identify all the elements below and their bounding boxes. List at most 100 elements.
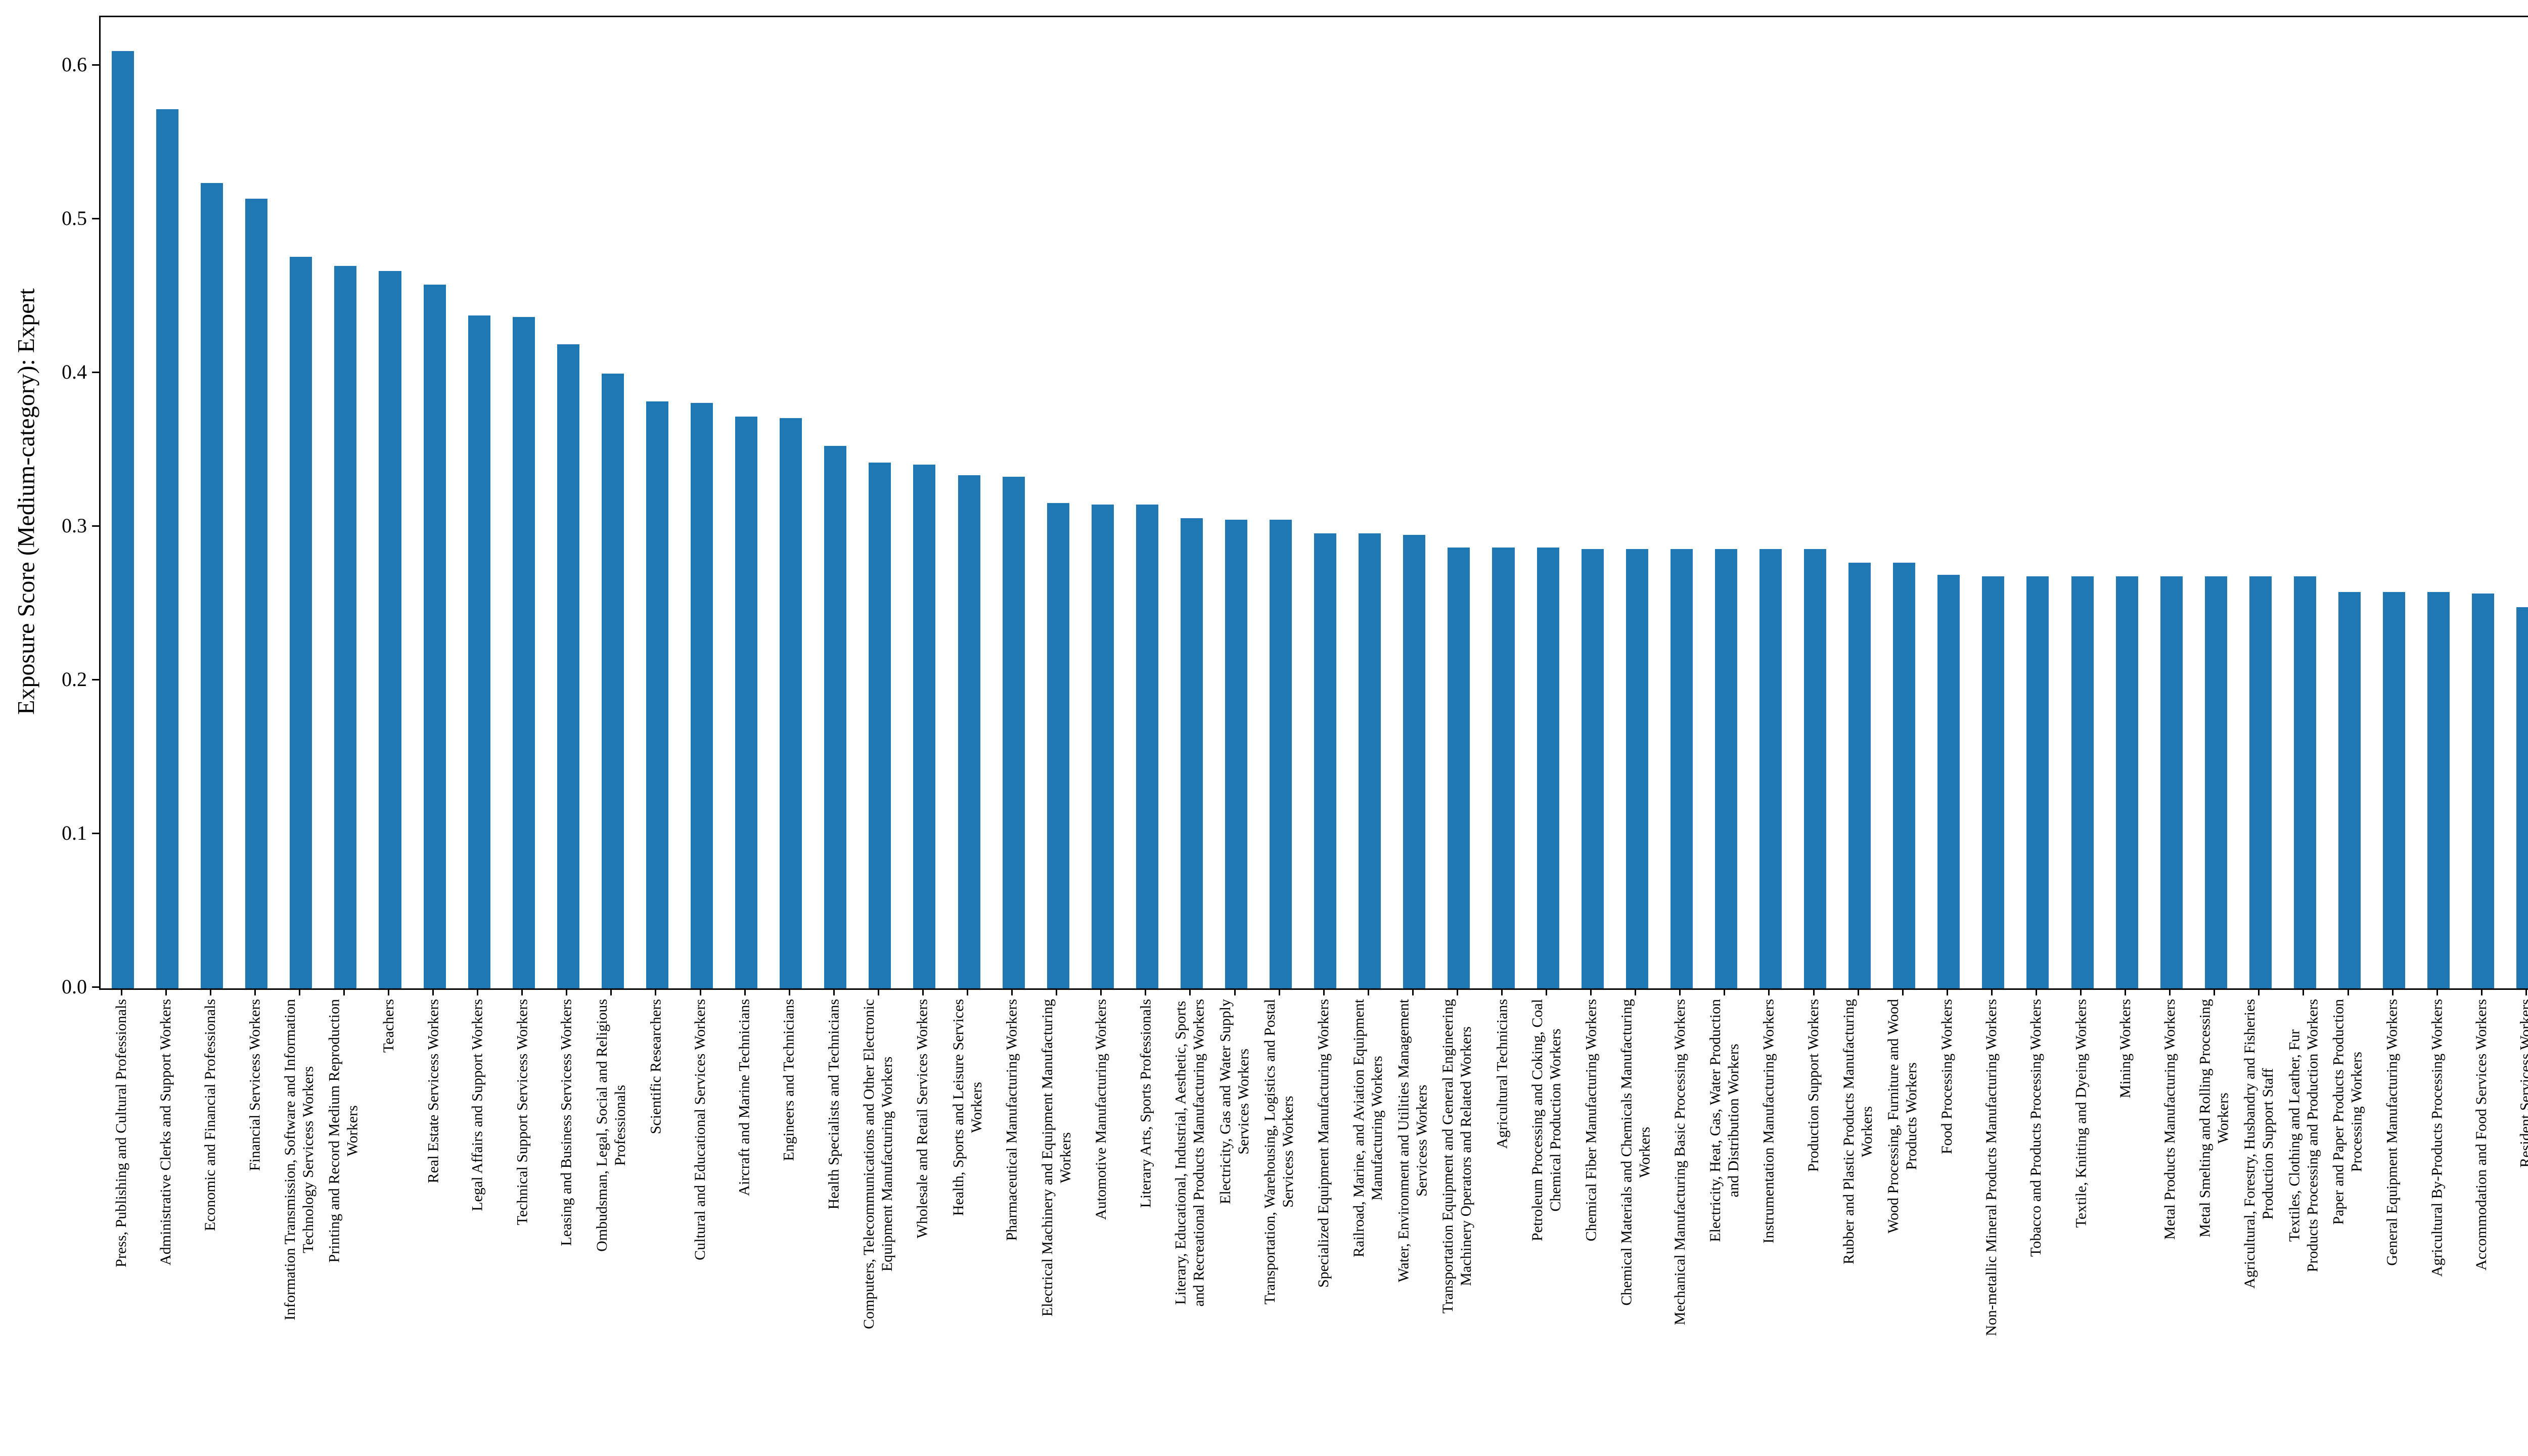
bar xyxy=(2293,576,2316,988)
x-tick-label: Aircraft and Marine Technicians xyxy=(736,999,753,1196)
x-tick-mark xyxy=(1100,988,1102,995)
x-tick-label: Automotive Manufacturing Workers xyxy=(1092,999,1109,1220)
x-tick-label: Literary Arts, Sports Professionals xyxy=(1137,999,1154,1208)
x-tick-mark xyxy=(209,988,211,995)
x-tick-mark xyxy=(1234,988,1236,995)
x-tick-mark xyxy=(744,988,746,995)
x-tick-label: Transportation Equipment and General Eng… xyxy=(1439,999,1475,1314)
bar xyxy=(1626,549,1648,988)
x-tick-mark xyxy=(521,988,523,995)
x-tick-mark xyxy=(2125,988,2127,995)
x-tick-mark xyxy=(1056,988,1058,995)
bar xyxy=(2204,576,2227,988)
x-tick-mark xyxy=(1635,988,1637,995)
y-tick-mark xyxy=(92,678,99,680)
x-tick-mark xyxy=(967,988,969,995)
bar xyxy=(423,284,446,988)
y-tick-label: 0.1 xyxy=(62,822,87,845)
y-tick-label: 0.5 xyxy=(62,207,87,230)
x-tick-label: Specialized Equipment Manufacturing Work… xyxy=(1315,999,1332,1288)
x-tick-label: Chemical Fiber Manufacturing Workers xyxy=(1583,999,1600,1242)
x-tick-label: Transportation, Warehousing, Logistics a… xyxy=(1261,999,1297,1305)
bar xyxy=(156,109,179,988)
bar xyxy=(557,344,579,988)
x-tick-mark xyxy=(788,988,790,995)
bar xyxy=(112,51,134,988)
x-tick-mark xyxy=(1145,988,1147,995)
bar xyxy=(2026,576,2049,988)
bar xyxy=(1180,518,1203,988)
bar xyxy=(201,183,223,988)
x-tick-label: Electricity, Heat, Gas, Water Production… xyxy=(1706,999,1742,1242)
x-tick-mark xyxy=(1813,988,1815,995)
y-tick-label: 0.2 xyxy=(62,668,87,691)
bar xyxy=(2383,592,2406,988)
x-tick-label: General Equipment Manufacturing Workers xyxy=(2383,999,2401,1266)
bar xyxy=(1359,533,1381,988)
x-tick-label: Agricultural Technicians xyxy=(1493,999,1510,1149)
x-tick-label: Electrical Machinery and Equipment Manuf… xyxy=(1039,999,1074,1317)
x-tick-mark xyxy=(343,988,345,995)
x-tick-mark xyxy=(2391,988,2394,995)
bar xyxy=(1804,549,1827,988)
bar xyxy=(735,417,758,988)
x-tick-label: Agricultural, Forestry, Husbandry and Fi… xyxy=(2241,999,2276,1289)
bar xyxy=(1002,476,1025,988)
y-tick-label: 0.4 xyxy=(62,360,87,384)
bar xyxy=(2472,593,2495,988)
bar xyxy=(1492,547,1515,988)
x-tick-label: Chemical Materials and Chemicals Manufac… xyxy=(1618,999,1653,1306)
x-tick-label: Printing and Record Medium Reproduction … xyxy=(326,999,362,1263)
x-tick-label: Production Support Workers xyxy=(1805,999,1822,1172)
bar xyxy=(1893,563,1916,988)
y-tick-mark xyxy=(92,217,99,219)
x-tick-mark xyxy=(699,988,701,995)
bar xyxy=(1136,504,1158,988)
x-tick-mark xyxy=(655,988,657,995)
x-tick-label: Mechanical Manufacturing Basic Processin… xyxy=(1672,999,1688,1326)
x-tick-label: Rubber and Plastic Products Manufacturin… xyxy=(1840,999,1876,1264)
x-tick-mark xyxy=(1857,988,1859,995)
bar xyxy=(1314,533,1337,988)
x-tick-label: Computers, Telecommunications and Other … xyxy=(861,999,896,1329)
x-tick-mark xyxy=(610,988,612,995)
x-tick-label: Ombudsman, Legal, Social and Religious P… xyxy=(593,999,628,1252)
bar xyxy=(824,446,847,988)
x-tick-mark xyxy=(1278,988,1280,995)
bar xyxy=(913,464,936,988)
bar xyxy=(1581,549,1604,988)
bar xyxy=(1448,547,1470,988)
x-tick-label: Financial Servicess Workers xyxy=(246,999,263,1171)
x-tick-mark xyxy=(1456,988,1458,995)
x-tick-label: Literary, Educational, Industrial, Aesth… xyxy=(1172,999,1207,1307)
x-tick-mark xyxy=(2258,988,2260,995)
x-tick-label: Non-metallic Mineral Products Manufactur… xyxy=(1983,999,2000,1336)
x-tick-mark xyxy=(1902,988,1904,995)
bar xyxy=(601,374,624,988)
x-tick-mark xyxy=(1590,988,1592,995)
x-tick-label: Engineers and Technicians xyxy=(780,999,797,1161)
bar xyxy=(2516,607,2528,988)
y-tick-mark xyxy=(92,986,99,988)
x-tick-label: Tobacco and Products Processing Workers xyxy=(2027,999,2045,1257)
x-tick-mark xyxy=(1367,988,1369,995)
x-tick-mark xyxy=(1546,988,1548,995)
x-tick-mark xyxy=(833,988,835,995)
bar xyxy=(2249,576,2272,988)
x-tick-label: Instrumentation Manufacturing Workers xyxy=(1760,999,1777,1244)
bar xyxy=(290,257,312,988)
x-tick-label: Textile, Knitting and Dyeing Workers xyxy=(2072,999,2089,1228)
x-tick-label: Technical Support Servicess Workers xyxy=(514,999,531,1225)
bar xyxy=(1670,549,1693,988)
x-tick-mark xyxy=(1189,988,1191,995)
y-tick-label: 0.0 xyxy=(62,975,87,998)
x-tick-label: Health Specialists and Technicians xyxy=(825,999,842,1210)
x-tick-mark xyxy=(165,988,167,995)
bar xyxy=(958,475,980,988)
bar xyxy=(869,463,891,988)
bar xyxy=(1848,563,1871,988)
x-tick-mark xyxy=(1991,988,1993,995)
y-tick-label: 0.3 xyxy=(62,514,87,537)
x-tick-label: Wood Processing, Furniture and Wood Prod… xyxy=(1884,999,1920,1234)
